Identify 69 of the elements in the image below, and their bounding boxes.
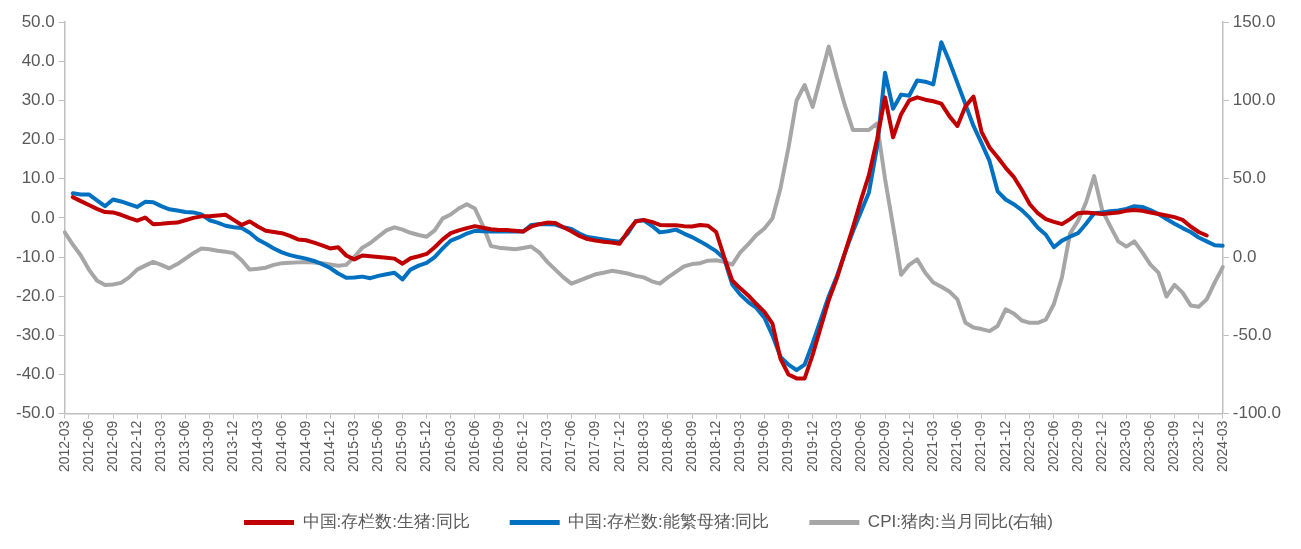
x-tick-label: 2017-12 xyxy=(610,420,627,473)
x-tick-label: 2020-03 xyxy=(827,420,844,473)
x-tick-label: 2021-12 xyxy=(996,420,1013,473)
legend-label: CPI:猪肉:当月同比(右轴) xyxy=(867,512,1053,532)
x-tick-label: 2021-03 xyxy=(924,420,941,473)
x-tick-label: 2023-06 xyxy=(1141,420,1158,473)
y-tick-label: 20.0 xyxy=(21,129,55,149)
x-tick-label: 2016-03 xyxy=(441,420,458,473)
y-tick-label: 30.0 xyxy=(21,90,55,110)
x-tick-label: 2013-03 xyxy=(152,420,169,473)
x-tick-label: 2023-09 xyxy=(1165,420,1182,473)
x-tick-label: 2018-03 xyxy=(634,420,651,473)
x-tick-label: 2024-03 xyxy=(1213,420,1230,473)
x-tick-label: 2014-12 xyxy=(320,420,337,473)
y2-tick-label: 50.0 xyxy=(1232,168,1266,188)
x-tick-label: 2016-09 xyxy=(489,420,506,473)
x-tick-label: 2015-03 xyxy=(345,420,362,473)
x-tick-label: 2017-03 xyxy=(538,420,555,473)
x-tick-label: 2013-12 xyxy=(224,420,241,473)
y2-tick-label: -50.0 xyxy=(1232,325,1272,345)
x-tick-label: 2016-12 xyxy=(514,420,530,473)
x-tick-label: 2022-03 xyxy=(1020,420,1037,473)
x-tick-label: 2019-03 xyxy=(731,420,748,473)
x-tick-label: 2012-06 xyxy=(79,420,96,473)
y-tick-label: -40.0 xyxy=(16,364,55,384)
y-tick-label: -10.0 xyxy=(16,246,55,266)
x-tick-label: 2015-06 xyxy=(369,420,386,473)
x-tick-label: 2020-09 xyxy=(875,420,892,473)
x-tick-label: 2023-03 xyxy=(1117,420,1134,473)
x-tick-label: 2019-09 xyxy=(779,420,796,473)
y-tick-label: -50.0 xyxy=(16,403,55,423)
x-tick-label: 2021-09 xyxy=(972,420,989,473)
x-tick-label: 2018-09 xyxy=(682,420,699,473)
x-tick-label: 2014-03 xyxy=(248,420,265,473)
y2-tick-label: -100.0 xyxy=(1232,403,1281,423)
legend-label: 中国:存栏数:生猪:同比 xyxy=(302,512,470,532)
x-tick-label: 2016-06 xyxy=(465,420,482,473)
y2-tick-label: 150.0 xyxy=(1232,11,1276,31)
x-tick-label: 2014-09 xyxy=(296,420,313,473)
x-tick-label: 2019-12 xyxy=(803,420,820,473)
x-tick-label: 2019-06 xyxy=(755,420,772,473)
y2-tick-label: 0.0 xyxy=(1232,246,1257,266)
x-tick-label: 2022-09 xyxy=(1068,420,1085,473)
x-tick-label: 2022-12 xyxy=(1093,420,1110,473)
x-tick-label: 2022-06 xyxy=(1044,420,1061,473)
x-tick-label: 2013-06 xyxy=(176,420,193,473)
x-tick-label: 2015-09 xyxy=(393,420,410,473)
x-tick-label: 2012-03 xyxy=(55,420,72,473)
y-tick-label: 0.0 xyxy=(31,207,55,227)
x-tick-label: 2023-12 xyxy=(1189,420,1206,473)
x-tick-label: 2018-12 xyxy=(707,420,724,473)
y-tick-label: -20.0 xyxy=(16,285,55,305)
x-tick-label: 2020-06 xyxy=(851,420,868,473)
y-tick-label: 10.0 xyxy=(21,168,55,188)
x-tick-label: 2012-09 xyxy=(103,420,120,473)
x-tick-label: 2021-06 xyxy=(948,420,965,473)
x-tick-label: 2014-06 xyxy=(272,420,289,473)
y-tick-label: 50.0 xyxy=(21,11,55,31)
x-tick-label: 2017-06 xyxy=(562,420,579,473)
x-tick-label: 2017-09 xyxy=(586,420,603,473)
x-tick-label: 2020-12 xyxy=(900,420,917,473)
y-tick-label: -30.0 xyxy=(16,325,55,345)
x-tick-label: 2012-12 xyxy=(127,420,144,473)
y-tick-label: 40.0 xyxy=(21,51,55,71)
x-tick-label: 2013-09 xyxy=(200,420,217,473)
y2-tick-label: 100.0 xyxy=(1232,90,1276,110)
x-tick-label: 2018-06 xyxy=(658,420,675,473)
legend-label: 中国:存栏数:能繁母猪:同比 xyxy=(568,512,770,532)
x-tick-label: 2015-12 xyxy=(417,420,434,473)
